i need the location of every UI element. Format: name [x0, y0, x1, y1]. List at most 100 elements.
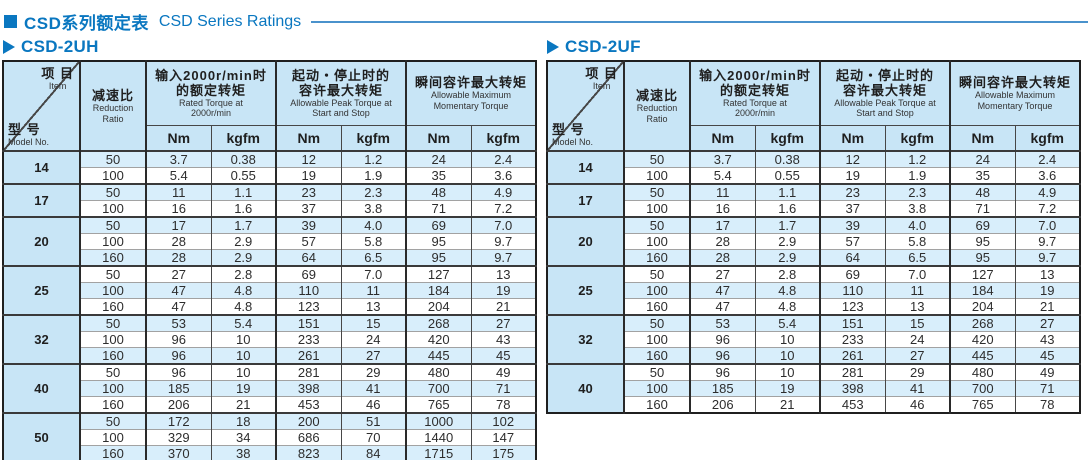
reduction-ratio-cell: 100: [79, 331, 146, 348]
unit-header-nm: Nm: [405, 124, 472, 152]
torque-value-cell: 38: [210, 445, 276, 460]
reduction-ratio-cell: 160: [79, 445, 146, 460]
reduction-ratio-cell: 50: [623, 314, 690, 332]
torque-value-cell: 445: [405, 347, 471, 364]
table-title: CSD-2UH: [21, 37, 99, 56]
section-header: CSD系列额定表 CSD Series Ratings: [0, 0, 1088, 36]
torque-value-cell: 11: [145, 183, 211, 201]
unit-header-kgfm: kgfm: [1014, 124, 1081, 152]
torque-value-cell: 47: [689, 298, 755, 315]
torque-value-cell: 261: [819, 347, 885, 364]
reduction-ratio-cell: 100: [79, 233, 146, 250]
torque-value-cell: 1440: [405, 429, 471, 446]
torque-value-cell: 37: [275, 200, 341, 217]
torque-value-cell: 185: [145, 380, 211, 397]
table-row: 100 185 19 398 41 700 71: [3, 380, 536, 397]
torque-value-cell: 127: [405, 265, 471, 283]
reduction-ratio-cell: 50: [79, 363, 146, 381]
torque-value-cell: 3.8: [884, 200, 950, 217]
torque-value-cell: 24: [884, 331, 950, 348]
torque-value-cell: 268: [405, 314, 471, 332]
table-title-row: CSD-2UF: [547, 37, 1081, 57]
torque-value-cell: 15: [884, 314, 950, 332]
torque-value-cell: 27: [1014, 314, 1080, 332]
reduction-ratio-cell: 100: [623, 200, 690, 217]
table-row: 100 96 10 233 24 420 43: [3, 331, 536, 348]
torque-value-cell: 16: [145, 200, 211, 217]
col-header-momentary-torque: 瞬间容许最大转矩 Allowable Maximum Momentary Tor…: [405, 60, 537, 126]
torque-value-cell: 329: [145, 429, 211, 446]
torque-value-cell: 47: [145, 282, 211, 299]
torque-value-cell: 2.3: [340, 183, 406, 201]
unit-header-kgfm: kgfm: [210, 124, 277, 152]
torque-value-cell: 95: [405, 249, 471, 266]
reduction-ratio-cell: 100: [623, 331, 690, 348]
reduction-ratio-cell: 160: [623, 249, 690, 266]
torque-value-cell: 19: [210, 380, 276, 397]
torque-value-cell: 35: [949, 167, 1015, 184]
torque-value-cell: 0.55: [754, 167, 820, 184]
torque-value-cell: 1.2: [884, 150, 950, 168]
torque-value-cell: 43: [1014, 331, 1080, 348]
torque-value-cell: 23: [819, 183, 885, 201]
torque-value-cell: 96: [689, 363, 755, 381]
reduction-ratio-cell: 100: [623, 167, 690, 184]
table-row: 160 28 2.9 64 6.5 95 9.7: [3, 249, 536, 266]
table-row: 100 28 2.9 57 5.8 95 9.7: [3, 233, 536, 250]
table-row: 100 185 19 398 41 700 71: [547, 380, 1080, 397]
unit-header-nm: Nm: [689, 124, 756, 152]
torque-value-cell: 28: [145, 249, 211, 266]
torque-value-cell: 11: [340, 282, 406, 299]
torque-value-cell: 110: [819, 282, 885, 299]
reduction-ratio-cell: 160: [623, 347, 690, 364]
header-row-groups: 项 目 Item 型 号 Model No. 减速比 Reduction Ra: [546, 60, 1081, 152]
col-header-rated-torque: 输入2000r/min时 的额定转矩 Rated Torque at 2000r…: [145, 60, 277, 126]
table-head: 项 目 Item 型 号 Model No. 减速比 Reduction Ra: [2, 60, 537, 152]
torque-value-cell: 78: [1014, 396, 1080, 413]
model-no-cell: 20: [2, 216, 80, 266]
torque-value-cell: 9.7: [470, 249, 536, 266]
torque-value-cell: 2.9: [210, 249, 276, 266]
torque-value-cell: 34: [210, 429, 276, 446]
table-row: 100 5.4 0.55 19 1.9 35 3.6: [547, 167, 1080, 184]
torque-value-cell: 4.9: [470, 183, 536, 201]
torque-value-cell: 69: [819, 265, 885, 283]
torque-value-cell: 9.7: [1014, 249, 1080, 266]
torque-value-cell: 7.2: [470, 200, 536, 217]
tables-area: CSD-2UH 项 目 Item: [0, 36, 1088, 460]
torque-value-cell: 10: [754, 347, 820, 364]
torque-value-cell: 7.0: [340, 265, 406, 283]
torque-value-cell: 12: [819, 150, 885, 168]
reduction-ratio-cell: 100: [79, 380, 146, 397]
torque-value-cell: 24: [405, 150, 471, 168]
torque-value-cell: 1715: [405, 445, 471, 460]
torque-value-cell: 5.4: [689, 167, 755, 184]
table-row: 160 206 21 453 46 765 78: [3, 396, 536, 413]
torque-value-cell: 95: [949, 249, 1015, 266]
reduction-ratio-cell: 50: [623, 216, 690, 234]
torque-value-cell: 37: [819, 200, 885, 217]
section-title-en: CSD Series Ratings: [158, 12, 302, 30]
reduction-ratio-cell: 50: [79, 216, 146, 234]
torque-value-cell: 7.0: [470, 216, 536, 234]
torque-value-cell: 398: [819, 380, 885, 397]
torque-value-cell: 204: [949, 298, 1015, 315]
table-row: 100 47 4.8 110 11 184 19: [3, 282, 536, 299]
reduction-ratio-cell: 160: [79, 396, 146, 413]
reduction-ratio-cell: 100: [623, 380, 690, 397]
torque-value-cell: 147: [470, 429, 536, 446]
torque-value-cell: 0.38: [754, 150, 820, 168]
unit-header-nm: Nm: [819, 124, 886, 152]
torque-value-cell: 21: [210, 396, 276, 413]
unit-header-kgfm: kgfm: [754, 124, 821, 152]
torque-value-cell: 13: [1014, 265, 1080, 283]
reduction-ratio-cell: 100: [79, 200, 146, 217]
torque-value-cell: 7.0: [1014, 216, 1080, 234]
torque-value-cell: 3.6: [470, 167, 536, 184]
model-no-cell: 17: [546, 183, 624, 217]
col-header-rated-torque: 输入2000r/min时 的额定转矩 Rated Torque at 2000r…: [689, 60, 821, 126]
header-row-units: Nm kgfm Nm kgfm Nm kgfm: [547, 124, 1081, 152]
reduction-ratio-cell: 160: [79, 249, 146, 266]
torque-value-cell: 233: [275, 331, 341, 348]
torque-value-cell: 45: [1014, 347, 1080, 364]
